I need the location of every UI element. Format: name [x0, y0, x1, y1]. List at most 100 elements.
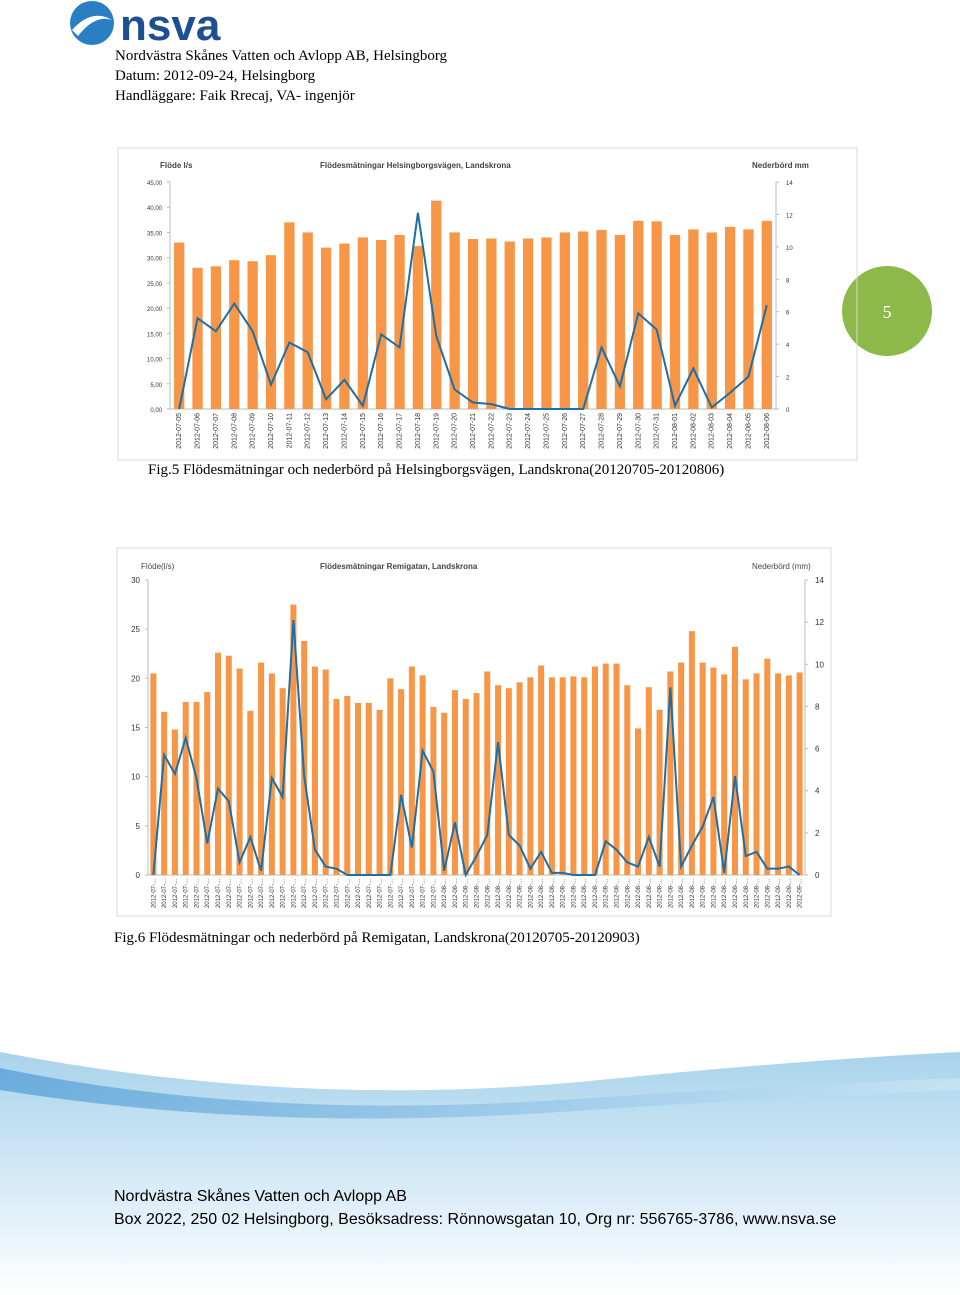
x-tick-label: 2012-08-...	[668, 879, 674, 908]
x-tick-label: 2012-08-...	[464, 879, 470, 908]
bar	[527, 677, 534, 875]
figure-caption: Fig.6 Flödesmätningar och nederbörd på R…	[114, 930, 640, 946]
bar	[182, 701, 189, 875]
bar	[398, 689, 405, 875]
bar	[721, 674, 728, 875]
bar	[174, 242, 185, 409]
page-badge	[842, 266, 932, 356]
x-tick-label: 2012-07-15	[360, 413, 367, 449]
x-tick-label: 2012-08-...	[571, 879, 577, 908]
bar	[431, 200, 442, 409]
x-tick-label: 2012-07-...	[227, 879, 233, 908]
bar	[669, 234, 681, 409]
bar	[591, 666, 598, 875]
footer-line: Box 2022, 250 02 Helsingborg, Besöksadre…	[114, 1211, 836, 1228]
bar	[301, 640, 308, 875]
bar	[150, 673, 157, 875]
x-tick-label: 2012-07-...	[367, 879, 373, 908]
x-tick-label: 2012-08-...	[636, 879, 642, 908]
bar	[581, 677, 588, 875]
x-tick-label: 2012-08-...	[485, 879, 491, 908]
bar	[412, 246, 424, 409]
x-tick-label: 2012-07-18	[415, 413, 422, 449]
y2-tick-label: 4	[815, 787, 820, 796]
bar	[449, 232, 460, 409]
bar	[161, 711, 168, 875]
bar	[214, 652, 222, 875]
x-tick-label: 2012-08-...	[701, 879, 707, 908]
x-tick-label: 2012-08-...	[690, 879, 696, 908]
bar	[229, 260, 240, 409]
y2-tick-label: 6	[815, 745, 820, 754]
bar	[656, 709, 663, 875]
x-tick-label: 2012-07-05	[176, 413, 183, 449]
x-tick-label: 2012-07-24	[525, 413, 532, 449]
bar	[339, 243, 350, 409]
x-tick-label: 2012-07-25	[543, 413, 550, 449]
x-tick-label: 2012-08-...	[625, 879, 631, 908]
chart-frame	[116, 547, 832, 917]
bar	[451, 690, 458, 875]
bar	[678, 662, 685, 875]
x-tick-label: 2012-07-17	[397, 413, 404, 449]
x-tick-label: 2012-07-30	[635, 413, 642, 449]
bar	[667, 671, 674, 875]
page-number: 5	[883, 302, 892, 322]
x-tick-label: 2012-07-...	[216, 879, 222, 908]
y-tick-label: 20,00	[147, 307, 163, 313]
line-series	[178, 212, 768, 410]
bar	[596, 229, 607, 409]
y2-tick-label: 10	[815, 660, 824, 669]
x-tick-label: 2012-07-12	[305, 413, 312, 449]
x-tick-label: 2012-07-...	[259, 879, 265, 908]
bar	[559, 232, 570, 409]
bar	[365, 702, 372, 875]
bar	[559, 677, 566, 875]
x-tick-label: 2012-07-28	[599, 413, 606, 449]
bar	[247, 261, 258, 409]
x-tick-label: 2012-07-...	[194, 879, 200, 908]
bar	[320, 247, 332, 409]
x-tick-label: 2012-09-...	[776, 879, 782, 908]
x-tick-label: 2012-08-04	[727, 413, 734, 449]
x-tick-label: 2012-08-...	[658, 879, 664, 908]
bar	[357, 237, 368, 409]
bar	[764, 658, 771, 875]
x-tick-label: 2012-08-...	[593, 879, 599, 908]
y-tick-label: 30	[131, 576, 140, 585]
bar	[495, 685, 502, 875]
x-tick-label: 2012-08-...	[765, 879, 771, 908]
bar	[706, 232, 717, 409]
bar	[699, 662, 706, 875]
figure-caption: Fig.5 Flödesmätningar och nederbörd på H…	[148, 462, 724, 478]
x-tick-label: 2012-07-...	[281, 879, 287, 908]
bar	[441, 712, 448, 875]
header-line: Handläggare: Faik Rrecaj, VA- ingenjör	[115, 88, 355, 104]
x-tick-label: 2012-07-08	[231, 413, 238, 449]
y2-tick-label: 0	[786, 408, 790, 414]
bar	[284, 222, 295, 409]
bar	[541, 237, 552, 409]
y2-tick-label: 12	[786, 213, 793, 219]
bar	[247, 710, 254, 875]
x-tick-label: 2012-07-27	[580, 413, 587, 449]
bar	[333, 698, 340, 875]
bar	[504, 241, 515, 409]
y2-tick-label: 10	[786, 246, 793, 252]
bar	[710, 667, 717, 875]
bar	[430, 706, 437, 875]
x-tick-label: 2012-07-...	[313, 879, 319, 908]
y2-tick-label: 14	[815, 576, 824, 585]
x-tick-label: 2012-08-01	[672, 413, 679, 449]
x-tick-label: 2012-07-10	[268, 413, 275, 449]
bar	[408, 666, 415, 875]
bar	[761, 220, 772, 409]
bar	[210, 266, 222, 409]
y-axis-label: Flöde(l/s)	[141, 562, 175, 571]
y-tick-label: 15	[131, 724, 140, 733]
x-tick-label: 2012-07-16	[378, 413, 385, 449]
bar	[624, 685, 631, 875]
y2-tick-label: 12	[815, 618, 824, 627]
bar	[538, 665, 545, 875]
